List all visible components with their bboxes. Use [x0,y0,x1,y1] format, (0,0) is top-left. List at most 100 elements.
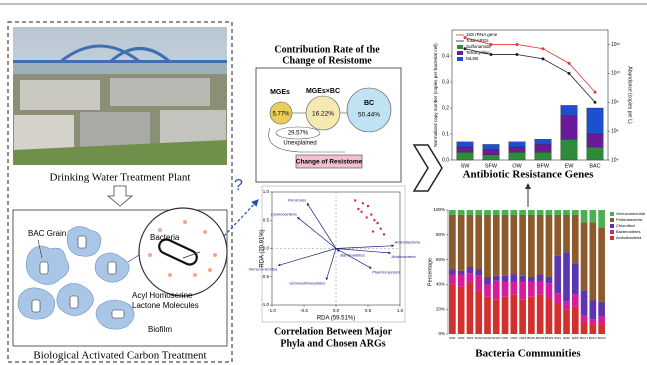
stacked-bar [572,307,579,334]
stacked-bar [546,298,553,334]
x-tick-label: 1.0 [397,308,404,313]
stacked-bar [458,210,465,215]
y2-axis-label: Abundance (copies per L) [627,66,633,124]
x-tick-label: OW3 [519,336,526,340]
rda-title: Phyla and Chosen ARGs [280,338,385,349]
x-tick-label: SW [461,163,471,169]
stacked-bar [546,283,553,298]
line-marker [516,43,519,46]
interaction-label: MGEs×BC [306,88,340,95]
stacked-bar [509,152,526,160]
unexplained-label: Unexplained [283,141,316,147]
line-marker [568,72,571,75]
chevron [414,145,442,191]
y-tick-label: 0.0 [442,157,449,163]
stacked-bar [598,302,605,317]
stacked-bar [587,108,604,134]
communities-title: Bacteria Communities [475,348,581,360]
bacteria-label: Bacteria [150,233,180,242]
x-tick-label: BFW1 [527,336,536,340]
stacked-bar [587,134,604,147]
stacked-bar [502,282,509,297]
line-series [465,49,595,102]
x-tick-label: BAC [589,163,600,169]
y-axis-label: RDA (20.91%) [260,229,266,267]
legend-label: Actinobacteria [616,235,642,240]
stacked-bar [502,215,509,276]
x-tick-label: BAC2 [589,336,597,340]
stacked-bar [484,284,491,296]
line-marker [516,53,519,56]
stacked-bar [449,274,456,284]
arg-point [376,222,378,224]
x-tick-label: BAC3 [598,336,606,340]
stacked-bar [483,150,500,155]
stacked-bar [457,147,474,152]
x-tick-label: EW [565,163,575,169]
stacked-bar [509,142,526,147]
arg-point [354,199,356,201]
stacked-bar [449,215,456,270]
x-tick-label: -0.5 [300,308,308,313]
x-tick-label: OW1 [502,336,509,340]
stacked-bar [535,139,552,144]
x-tick-label: -1.0 [268,308,276,313]
stacked-bar [467,273,474,282]
stacked-bar [502,297,509,334]
stacked-bar [528,215,535,277]
stacked-bar [554,215,561,256]
y-tick-label: 100% [433,207,445,212]
stacked-bar [528,282,535,297]
contribution-title: Contribution Rate of the [274,44,380,55]
legend-label: Tetracycline [466,50,490,55]
stacked-bar [572,215,579,263]
x-tick-label: BFW [537,163,550,169]
x-axis-label: RDA (59.51%) [317,316,355,322]
stacked-bar [587,147,604,160]
y-axis-label: Normalized copy number (copies per bacte… [433,43,438,147]
arrow-label: Acidobacteria [390,254,416,259]
stacked-bar [598,210,605,227]
arg-point [383,233,385,235]
ahl-label: Acyl Homoserine [132,291,193,300]
legend-swatch [457,57,463,61]
plant-title: Drinking Water Treatment Plant [50,172,191,184]
stacked-bar [535,152,552,160]
y-tick-label: 0.2 [442,105,449,111]
stacked-bar [589,319,596,324]
arrow-label: Firmicutes [288,197,306,202]
legend-swatch [610,236,614,240]
arrow-label: Cyanobacteria [271,211,298,216]
stacked-bar [598,324,605,334]
stacked-bar [475,210,482,215]
y-tick-label: 20% [436,306,445,311]
stacked-bar [449,270,456,275]
interaction-value: 16.22% [312,111,334,118]
y-axis-label: Percentage [427,258,433,286]
x-tick-label: OW2 [510,336,517,340]
stacked-bar [581,315,588,321]
stacked-bar [475,215,482,270]
legend-swatch [610,212,614,216]
question-mark: ? [234,177,243,194]
stacked-bar [589,301,596,320]
stacked-bar [563,302,570,309]
bac-grain-label: BAC Grain [28,229,66,238]
x-tick-label: SW3 [467,336,474,340]
stacked-bar [581,291,588,316]
stacked-bar [449,210,456,215]
stacked-bar [484,215,491,277]
x-tick-label: EW2 [563,336,570,340]
stacked-bar [563,215,570,252]
bac-title: Biological Activated Carbon Treatment [33,350,206,362]
y-tick-label: 0.4 [442,53,449,59]
arg-point [372,230,374,232]
stacked-bar [598,317,605,324]
line-marker [490,53,493,56]
x-tick-label: OW [512,163,522,169]
stacked-bar [475,276,482,291]
stacked-bar [510,294,517,334]
stacked-bar [458,215,465,271]
ahl-label: Lactone Molecules [132,301,199,310]
arg-point [360,211,362,213]
